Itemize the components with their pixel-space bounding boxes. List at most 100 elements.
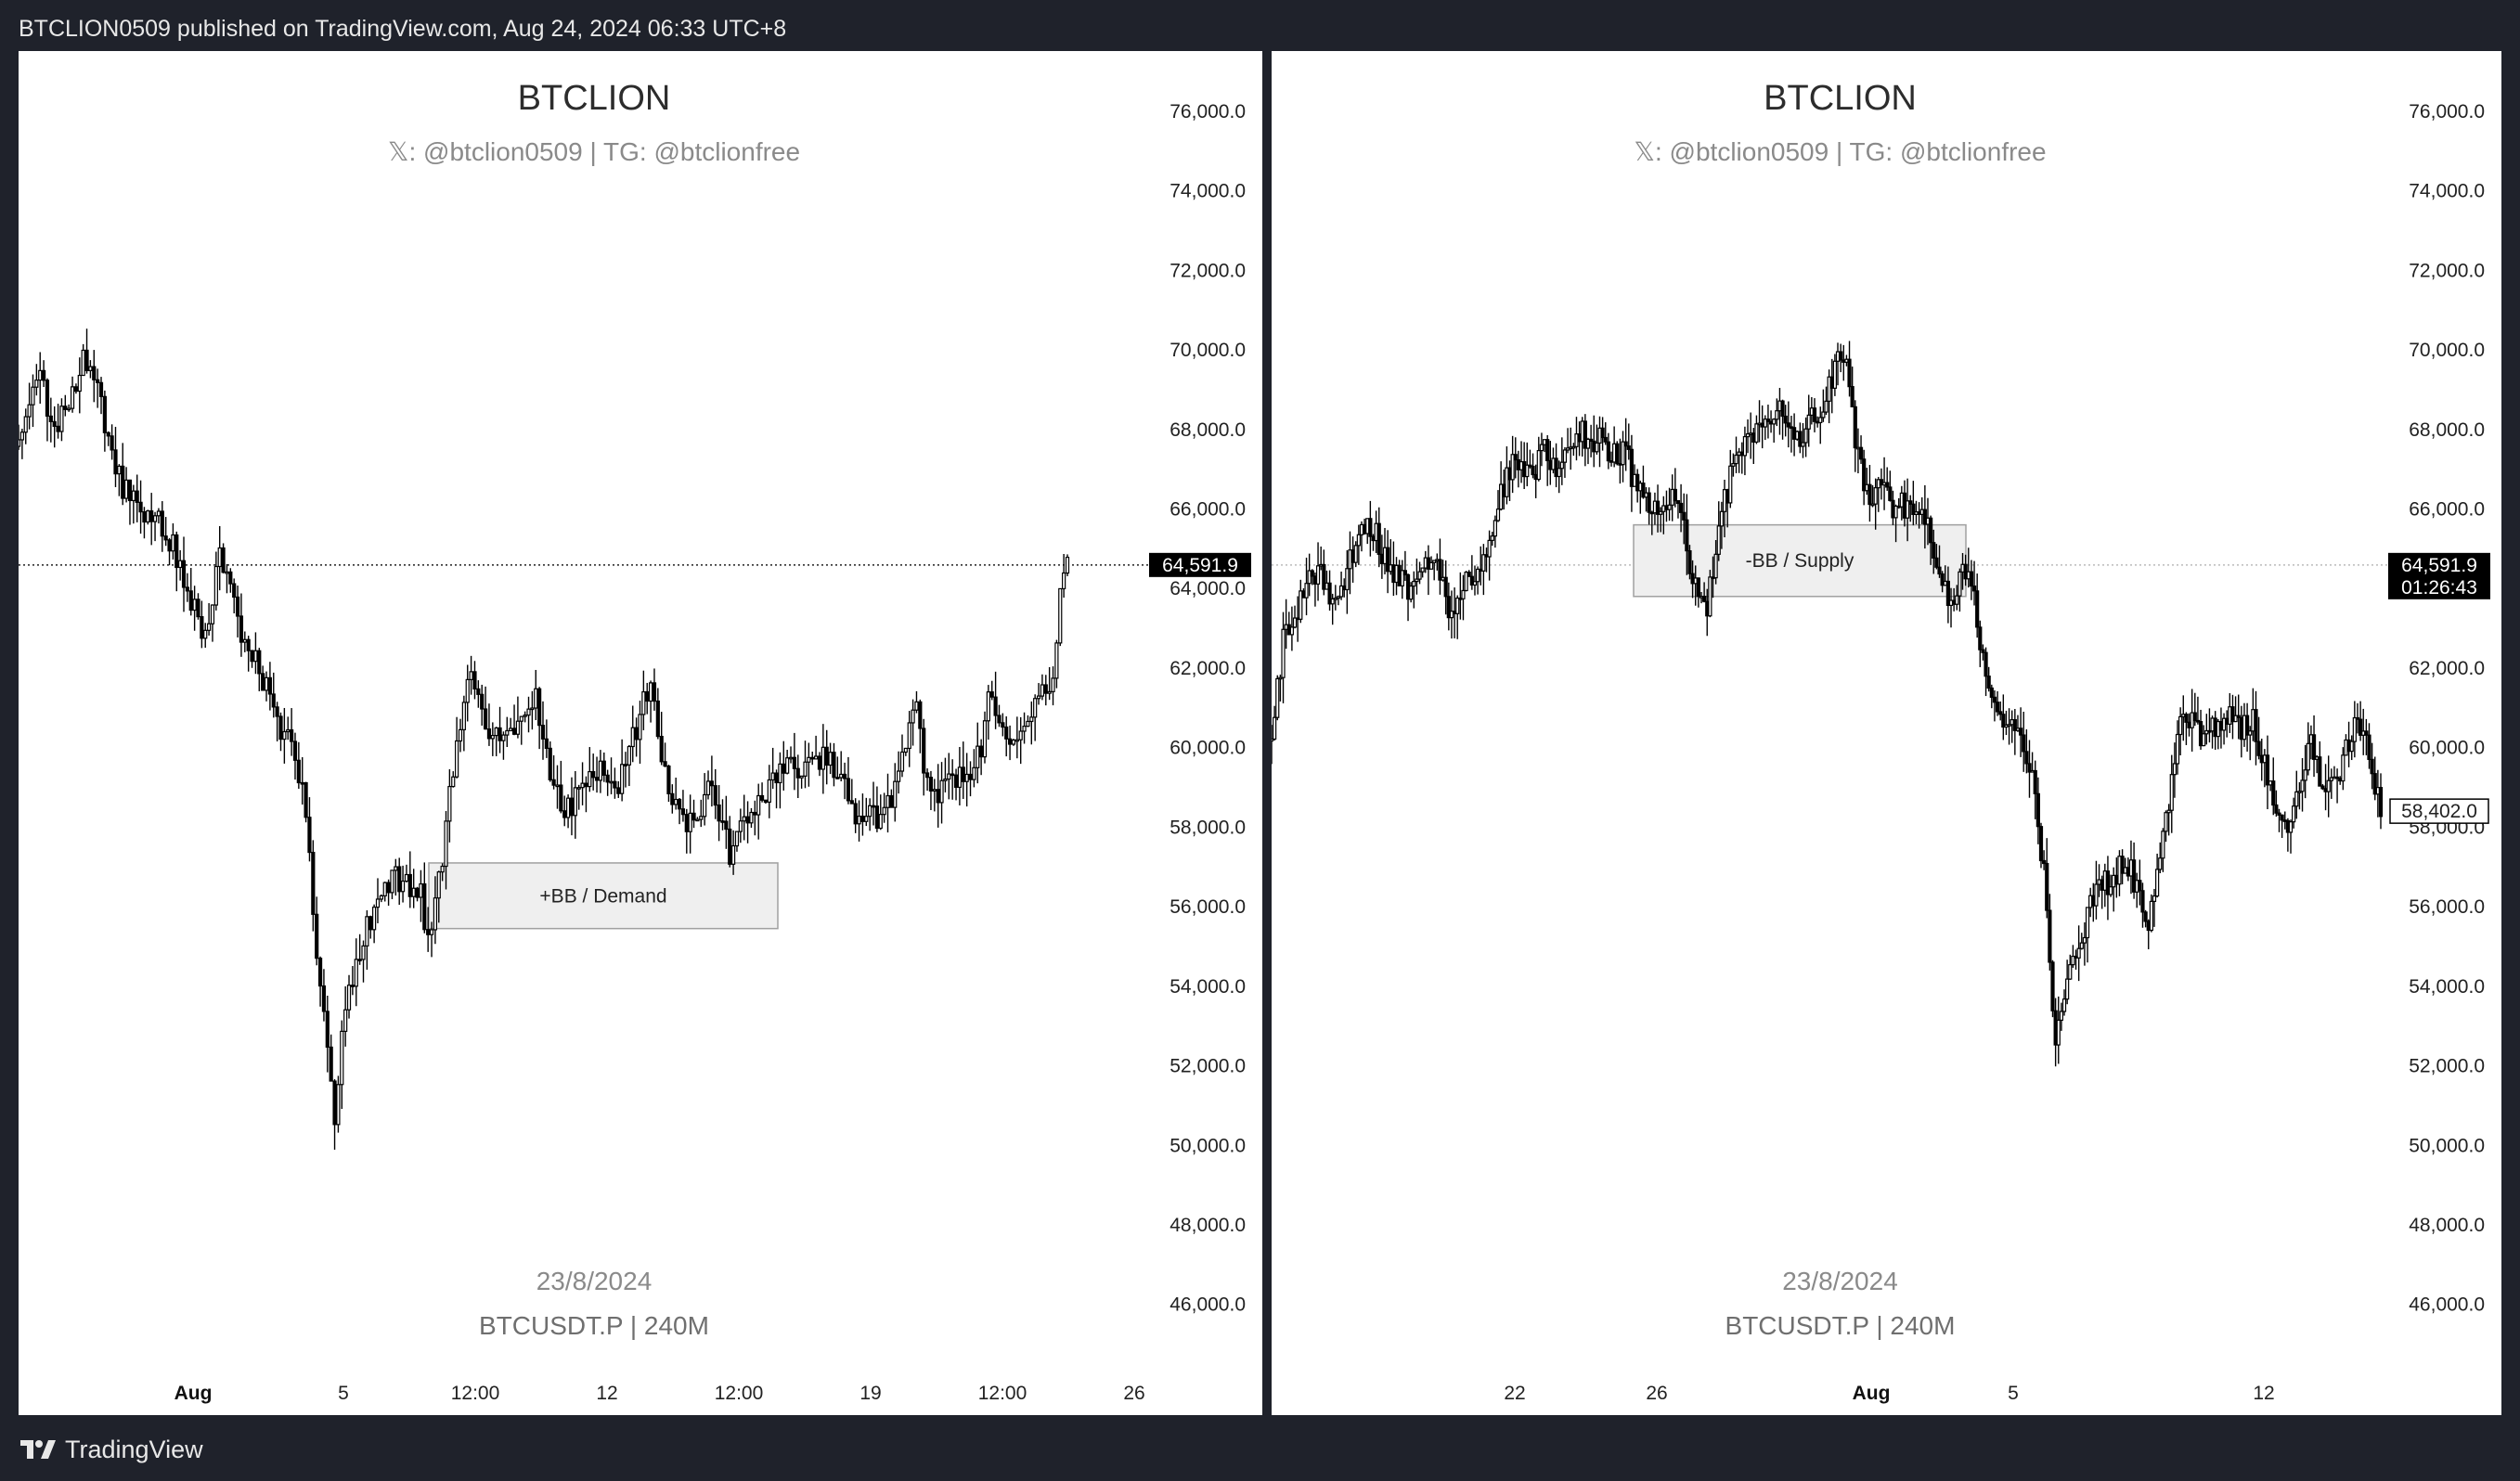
- candle-body: [2079, 942, 2084, 949]
- candle-body: [1461, 589, 1466, 599]
- candle-body: [767, 779, 771, 803]
- watermark-subtitle: 𝕏: @btclion0509 | TG: @btclionfree: [387, 137, 801, 166]
- candle-body: [400, 880, 406, 893]
- candle-body: [2236, 715, 2241, 718]
- candle-body: [964, 773, 969, 782]
- candle-body: [343, 1009, 348, 1033]
- chart-right-canvas[interactable]: 76,000.0 74,000.0 72,000.0 70,000.0 68,000.0…: [1272, 51, 2501, 1415]
- candle-body: [2311, 734, 2317, 760]
- candle-body: [1536, 449, 1541, 481]
- candle-body: [652, 682, 657, 702]
- candle-body: [713, 785, 717, 806]
- candle-body: [311, 851, 316, 915]
- candle-body: [2061, 998, 2067, 1012]
- candle-body: [152, 515, 158, 522]
- last-price-badge: [2388, 552, 2490, 599]
- candle-body: [1818, 417, 1823, 423]
- candle-body: [588, 770, 592, 788]
- candle-body: [1678, 502, 1684, 513]
- candle-body: [2248, 730, 2253, 736]
- candle-body: [1606, 441, 1610, 462]
- candle-body: [192, 599, 197, 612]
- x-tick-label: Aug: [174, 1383, 213, 1404]
- y-tick-label: 50,000.0: [2409, 1135, 2485, 1156]
- candle-body: [1467, 572, 1471, 577]
- current-price-badge: [2389, 798, 2489, 824]
- candle-body: [666, 765, 671, 794]
- candle-body: [534, 688, 538, 709]
- candle-body: [1675, 500, 1681, 505]
- candle-body: [447, 785, 452, 822]
- candle-body: [1687, 550, 1692, 574]
- candle-body: [1033, 698, 1038, 718]
- candle-body: [2334, 776, 2340, 779]
- chart-left-canvas[interactable]: 76,000.0 74,000.0 72,000.0 70,000.0 68,000.0…: [19, 51, 1262, 1415]
- candle-body: [1051, 677, 1055, 692]
- candle-body: [242, 638, 247, 643]
- candle-body: [440, 865, 445, 873]
- candle-body: [1731, 462, 1736, 467]
- candle-body: [394, 866, 398, 871]
- y-tick-label: 68,000.0: [1170, 419, 1246, 441]
- candle-body: [483, 708, 488, 730]
- candle-body: [1798, 431, 1803, 447]
- candle-body: [505, 729, 510, 736]
- candle-body: [871, 805, 876, 808]
- y-tick-label: 66,000.0: [2409, 498, 2485, 520]
- candle-body: [386, 882, 391, 894]
- candle-body: [817, 755, 822, 770]
- candle-body: [368, 916, 373, 931]
- candle-body: [911, 709, 915, 724]
- zone-label: +BB / Demand: [539, 885, 666, 907]
- candle-body: [878, 814, 883, 830]
- candle-body: [171, 534, 175, 552]
- candle-body: [907, 722, 911, 750]
- x-tick-label: 5: [2008, 1383, 2019, 1404]
- candle-body: [1557, 468, 1561, 478]
- candle-body: [444, 820, 448, 868]
- candle-body: [1338, 585, 1344, 598]
- candle-body: [670, 792, 675, 805]
- candle-body: [2131, 859, 2137, 893]
- y-tick-label: 56,000.0: [1170, 896, 1246, 918]
- candle-body: [1873, 487, 1878, 505]
- candle-body: [1336, 596, 1341, 599]
- candle-body: [1940, 573, 1945, 586]
- candle-body: [2329, 777, 2333, 781]
- candle-body: [519, 715, 523, 722]
- candle-body: [121, 465, 125, 499]
- candle-body: [1330, 598, 1335, 605]
- candle-body: [1984, 651, 1988, 677]
- candle-body: [1417, 571, 1422, 580]
- candle-body: [782, 763, 786, 774]
- candle-body: [731, 844, 736, 865]
- candle-body: [156, 510, 162, 517]
- chart-panel-left[interactable]: 76,000.0 74,000.0 72,000.0 70,000.0 68,000.0…: [19, 51, 1262, 1415]
- candle-body: [2143, 911, 2148, 922]
- candle-body: [1623, 441, 1628, 447]
- candle-body: [957, 766, 963, 789]
- y-tick-label: 74,000.0: [1170, 181, 1246, 202]
- candle-body: [1995, 702, 2000, 713]
- candle-body: [1742, 435, 1748, 457]
- candle-body: [680, 808, 686, 816]
- candle-body: [903, 747, 908, 753]
- candle-body: [2192, 712, 2197, 722]
- candle-body: [1304, 583, 1309, 599]
- candle-body: [361, 945, 366, 960]
- chart-panel-right[interactable]: 76,000.0 74,000.0 72,000.0 70,000.0 68,000.0…: [1272, 51, 2501, 1415]
- candle-body: [2018, 728, 2023, 736]
- candle-body: [282, 730, 287, 740]
- candle-body: [1273, 716, 1277, 740]
- candle-body: [2050, 961, 2055, 1011]
- candle-body: [429, 929, 434, 935]
- x-tick-label: 5: [338, 1383, 349, 1404]
- candle-body: [106, 431, 110, 437]
- candle-body: [2326, 779, 2331, 792]
- candle-body: [41, 369, 46, 381]
- candle-body: [1539, 444, 1544, 452]
- candle-body: [1585, 438, 1591, 449]
- footer-brand[interactable]: TradingView: [19, 1432, 203, 1467]
- candle-body: [1487, 539, 1492, 558]
- candle-body: [638, 714, 642, 740]
